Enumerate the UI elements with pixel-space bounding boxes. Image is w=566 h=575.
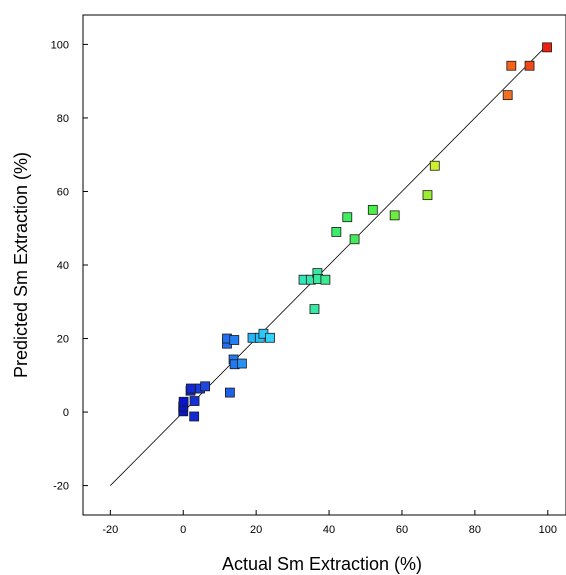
data-point <box>309 304 320 315</box>
data-point <box>178 396 189 407</box>
reference-line <box>110 44 549 486</box>
data-point <box>506 60 517 71</box>
x-tick-label: 40 <box>323 524 335 536</box>
data-point <box>200 381 211 392</box>
data-point <box>189 411 200 422</box>
x-tick-label: 0 <box>180 524 186 536</box>
axis-ticks: -20 0 20 40 60 80 100 -20 0 20 40 60 80 100 <box>51 39 557 536</box>
y-tick-label: 40 <box>57 260 69 272</box>
x-tick-label: 80 <box>469 524 481 536</box>
x-tick-label: 100 <box>539 524 557 536</box>
x-axis-title: Actual Sm Extraction (%) <box>222 554 422 574</box>
x-tick-label: 20 <box>250 524 262 536</box>
data-point <box>265 332 275 343</box>
data-point <box>237 358 247 369</box>
y-tick-label: 0 <box>63 407 69 419</box>
data-point <box>320 274 331 285</box>
data-point <box>349 234 360 245</box>
data-point <box>189 396 200 406</box>
data-point <box>429 160 440 171</box>
x-tick-label: 60 <box>396 524 408 536</box>
data-point <box>342 212 353 223</box>
data-point <box>186 383 196 394</box>
y-tick-label: 20 <box>57 334 69 346</box>
y-tick-label: 60 <box>57 186 69 198</box>
data-point <box>225 387 235 398</box>
data-point <box>389 210 400 221</box>
data-point <box>229 335 240 345</box>
y-tick-label: 80 <box>57 113 69 125</box>
data-point <box>422 190 433 201</box>
y-tick-label: 100 <box>51 39 69 51</box>
data-point <box>331 227 342 237</box>
data-point <box>542 42 552 53</box>
y-axis-title: Predicted Sm Extraction (%) <box>11 152 31 378</box>
y-tick-label: -20 <box>53 481 69 493</box>
data-points <box>178 42 552 422</box>
x-tick-label: -20 <box>102 524 118 536</box>
data-point <box>502 90 513 101</box>
data-point <box>367 204 378 215</box>
data-point <box>524 60 535 71</box>
